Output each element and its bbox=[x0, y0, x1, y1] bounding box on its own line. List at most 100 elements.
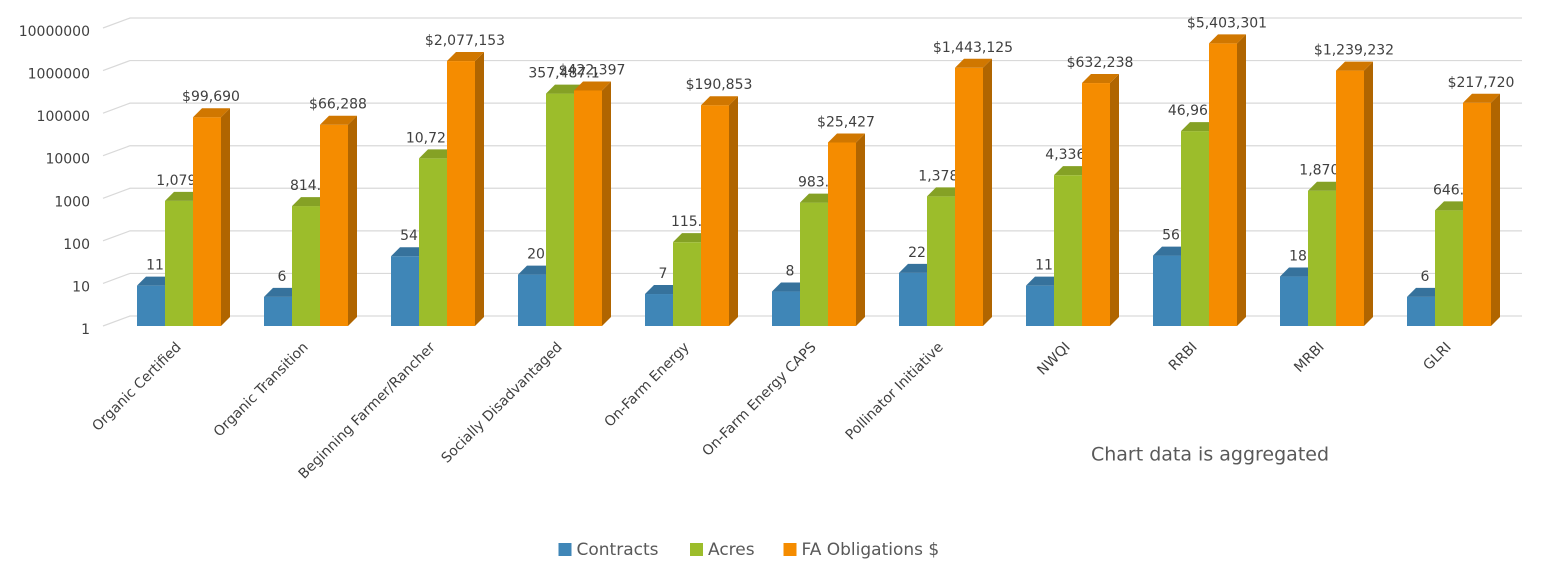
bar-front bbox=[673, 242, 701, 326]
x-tick-label: Pollinator Initiative bbox=[843, 339, 947, 443]
bar bbox=[701, 96, 738, 326]
bar-front bbox=[137, 285, 165, 326]
data-label: 22 bbox=[908, 245, 926, 261]
bar-front bbox=[1463, 102, 1491, 326]
data-label: $217,720 bbox=[1448, 75, 1515, 91]
bar-side bbox=[475, 52, 484, 327]
bar-front bbox=[1336, 70, 1364, 326]
bar-top bbox=[955, 58, 992, 68]
bar-side bbox=[983, 58, 992, 326]
bar bbox=[193, 108, 230, 327]
bar bbox=[955, 58, 992, 326]
bar-front bbox=[1054, 175, 1082, 326]
bar-front bbox=[800, 202, 828, 326]
bar-top bbox=[1336, 61, 1373, 71]
data-label: 357,487.1 bbox=[528, 66, 599, 82]
x-tick-label: NWQI bbox=[1034, 339, 1073, 378]
bar-top bbox=[772, 282, 809, 292]
bar bbox=[320, 115, 357, 326]
x-tick-label: Beginning Farmer/Rancher bbox=[296, 339, 439, 482]
y-tick-label: 1000000 bbox=[28, 67, 90, 83]
bar-side bbox=[856, 133, 865, 326]
bar bbox=[1209, 34, 1246, 327]
data-label: $25,427 bbox=[817, 114, 875, 130]
legend-label: FA Obligations $ bbox=[802, 540, 940, 560]
bar-top bbox=[137, 276, 174, 286]
x-tick-label: Socially Disadvantaged bbox=[439, 339, 566, 466]
bar-top bbox=[1435, 201, 1472, 211]
bar-front bbox=[165, 200, 193, 326]
y-tick-label: 1000 bbox=[54, 194, 90, 210]
data-label: 6 bbox=[1421, 269, 1430, 285]
bar-top bbox=[701, 96, 738, 106]
y-tick-label: 10000 bbox=[45, 152, 90, 168]
bar-front bbox=[518, 274, 546, 326]
bar-front bbox=[955, 67, 983, 326]
bar-top bbox=[165, 191, 202, 201]
bar-top bbox=[828, 133, 865, 143]
data-label: $632,238 bbox=[1067, 55, 1134, 71]
bar-side bbox=[1237, 34, 1246, 327]
bar-front bbox=[1280, 276, 1308, 326]
bar-front bbox=[1181, 131, 1209, 326]
x-tick-label: GLRI bbox=[1420, 339, 1454, 373]
data-label: $422,397 bbox=[559, 63, 626, 79]
y-tick-label: 10000000 bbox=[19, 24, 90, 40]
data-label: 11 bbox=[1035, 258, 1053, 274]
bar-front bbox=[419, 158, 447, 326]
x-tick-label: Organic Transition bbox=[211, 339, 312, 440]
bar-front bbox=[927, 196, 955, 326]
bar-top bbox=[645, 285, 682, 295]
bar-front bbox=[1407, 296, 1435, 326]
bar-top bbox=[518, 265, 555, 275]
bar bbox=[1336, 61, 1373, 327]
x-tick-label: On-Farm Energy bbox=[602, 339, 693, 430]
data-label: 54 bbox=[400, 228, 418, 244]
bar-top bbox=[1054, 166, 1091, 176]
grid-line bbox=[102, 102, 1522, 114]
legend-swatch bbox=[783, 543, 797, 556]
bar-front bbox=[1026, 285, 1054, 326]
x-tick-label: On-Farm Energy CAPS bbox=[699, 339, 819, 459]
data-label: 6 bbox=[278, 269, 287, 285]
bar-front bbox=[1209, 43, 1237, 327]
bar-front bbox=[1308, 190, 1336, 326]
x-tick-label: Organic Certified bbox=[89, 339, 184, 434]
bar-top bbox=[1181, 122, 1218, 132]
bar bbox=[574, 81, 611, 326]
legend-label: Contracts bbox=[577, 540, 659, 560]
data-label: $66,288 bbox=[309, 97, 367, 113]
grid-line bbox=[102, 145, 1522, 157]
data-label: $1,443,125 bbox=[933, 40, 1013, 56]
data-label: 18 bbox=[1289, 249, 1307, 265]
bar-top bbox=[1308, 181, 1345, 191]
y-tick-label: 100000 bbox=[37, 109, 90, 125]
bar-top bbox=[1082, 74, 1119, 84]
bar-top bbox=[927, 187, 964, 197]
bar-front bbox=[320, 124, 348, 326]
bar-front bbox=[447, 61, 475, 327]
annotation: Chart data is aggregated bbox=[1091, 444, 1329, 466]
bar-top bbox=[1026, 276, 1063, 286]
grid-line bbox=[102, 17, 1522, 29]
bar-top bbox=[574, 81, 611, 91]
data-label: $190,853 bbox=[686, 77, 753, 93]
data-label: $2,077,153 bbox=[425, 33, 505, 49]
data-label: 56 bbox=[1162, 228, 1180, 244]
bar-top bbox=[800, 193, 837, 203]
bar-front bbox=[193, 117, 221, 327]
bar-front bbox=[828, 142, 856, 326]
bar-front bbox=[1435, 210, 1463, 326]
data-label: 8 bbox=[786, 264, 795, 280]
bar-front bbox=[391, 256, 419, 326]
bar-front bbox=[292, 206, 320, 326]
bar bbox=[447, 52, 484, 327]
y-tick-label: 1 bbox=[81, 322, 90, 338]
bar-front bbox=[899, 272, 927, 326]
bar-front bbox=[574, 90, 602, 326]
bar-top bbox=[391, 247, 428, 257]
x-tick-label: MRBI bbox=[1291, 339, 1327, 375]
bar-side bbox=[729, 96, 738, 326]
bar-side bbox=[1491, 93, 1500, 326]
data-label: $1,239,232 bbox=[1314, 43, 1394, 59]
